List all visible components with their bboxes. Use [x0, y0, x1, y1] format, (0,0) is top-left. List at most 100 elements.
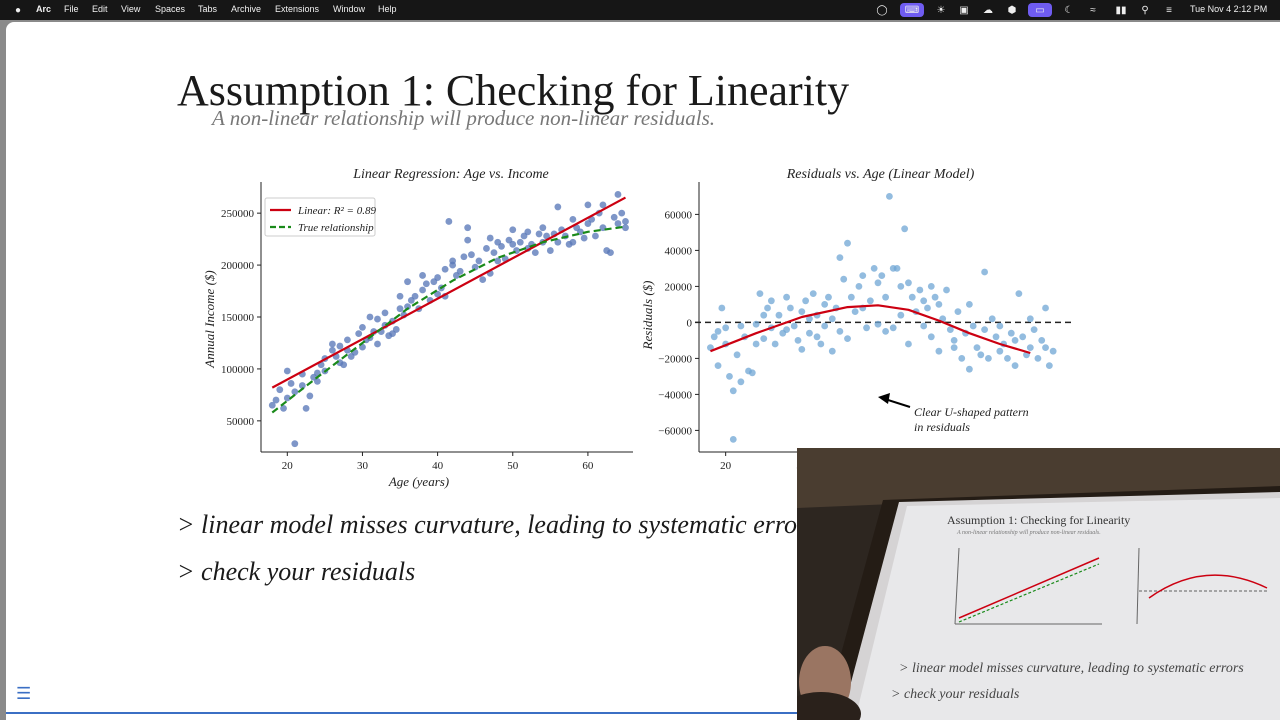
right-scatter-point [950, 344, 958, 351]
right-scatter-point [889, 324, 897, 332]
notes-icon[interactable]: ▣ [959, 4, 969, 16]
menu-window[interactable]: Window [333, 4, 366, 14]
slide-subtitle: A non-linear relationship will produce n… [212, 106, 716, 130]
left-scatter-point [419, 272, 426, 279]
right-scatter-point [821, 322, 829, 330]
right-scatter-point [806, 329, 813, 337]
right-scatter-point [927, 333, 935, 341]
battery-icon[interactable]: ▮▮ [1115, 4, 1127, 16]
right-scatter-point [1042, 344, 1049, 351]
right-y-axis-label: Residuals ($) [640, 281, 655, 351]
right-y-tick-label: −40000 [658, 389, 692, 401]
right-scatter-point [866, 297, 874, 305]
left-scatter-point [456, 267, 464, 275]
left-scatter-point [569, 238, 577, 246]
left-scatter-point [475, 257, 483, 265]
projected-bullet-1: > linear model misses curvature, leading… [899, 661, 1244, 676]
screen-share-icon[interactable]: ◯ [876, 4, 888, 16]
left-scatter-point [434, 274, 442, 281]
right-scatter-point [905, 340, 912, 348]
right-scatter-point [924, 304, 931, 312]
menu-help[interactable]: Help [378, 4, 397, 14]
left-scatter-point [313, 377, 321, 385]
slide: Assumption 1: Checking for Linearity A n… [6, 22, 1280, 720]
right-scatter-point [760, 335, 768, 342]
right-scatter-point [882, 293, 889, 301]
right-scatter-point [714, 328, 722, 335]
left-x-tick-label: 60 [582, 460, 594, 472]
left-scatter-point [479, 276, 487, 284]
left-chart-title: Linear Regression: Age vs. Income [352, 167, 549, 182]
brightness-icon[interactable]: ☀ [936, 4, 946, 16]
annotation-arrow-head [878, 393, 890, 404]
left-scatter-point [283, 367, 291, 375]
left-scatter-point [272, 396, 280, 404]
right-scatter-point [813, 333, 821, 341]
annotation-line-2: in residuals [914, 420, 970, 434]
menu-spaces[interactable]: Spaces [155, 4, 186, 14]
left-scatter-point [291, 440, 299, 448]
left-scatter-point [580, 234, 588, 242]
bullet-curvature: > linear model misses curvature, leading… [177, 510, 818, 539]
left-y-tick-label: 50000 [227, 416, 255, 428]
left-y-tick-label: 100000 [221, 364, 255, 376]
right-scatter-point [1026, 315, 1034, 323]
right-y-tick-label: 40000 [665, 245, 693, 257]
left-scatter-point [486, 234, 494, 242]
projected-chart-left [954, 547, 1102, 625]
menu-app-name[interactable]: Arc [36, 4, 52, 14]
menu-file[interactable]: File [64, 4, 79, 14]
focus-pill[interactable] [900, 3, 924, 17]
vpn-icon[interactable]: ⬢ [1007, 4, 1017, 16]
left-x-tick-label: 50 [507, 460, 519, 472]
right-scatter-point [844, 335, 851, 342]
left-x-tick-label: 20 [282, 460, 294, 472]
cloud-icon[interactable]: ☁ [983, 4, 993, 16]
left-scatter-point [298, 382, 306, 389]
right-x-tick-label: 20 [720, 460, 732, 472]
moon-icon[interactable]: ☾ [1064, 4, 1074, 16]
left-scatter-point [592, 232, 599, 240]
left-x-tick-label: 30 [357, 460, 369, 472]
right-scatter-point [981, 326, 989, 333]
right-scatter-point [1030, 326, 1038, 333]
right-scatter-point [878, 272, 886, 279]
left-scatter-point [396, 305, 404, 313]
menu-edit[interactable]: Edit [92, 4, 108, 14]
left-scatter-point [449, 261, 457, 269]
right-scatter-point [931, 293, 939, 301]
right-scatter-point [775, 311, 783, 319]
right-scatter-point [752, 320, 760, 328]
clock[interactable]: Tue Nov 4 2:12 PM [1190, 4, 1268, 14]
left-scatter-point [535, 230, 543, 238]
apple-icon[interactable]: ● [14, 4, 22, 16]
window-pill[interactable] [1028, 3, 1052, 17]
menu-archive[interactable]: Archive [231, 4, 262, 14]
right-scatter-point [748, 369, 756, 377]
right-scatter-point [893, 265, 901, 272]
search-icon[interactable]: ⚲ [1141, 4, 1149, 16]
left-scatter-point [404, 278, 411, 286]
right-scatter-point [726, 373, 733, 380]
right-scatter-point [1034, 355, 1042, 362]
menu-extensions[interactable]: Extensions [275, 4, 320, 14]
right-scatter-point [988, 315, 996, 323]
left-scatter-point [306, 392, 314, 400]
right-scatter-point [870, 265, 878, 272]
right-scatter-point [729, 436, 737, 443]
right-scatter-point [901, 225, 909, 233]
left-scatter-point [302, 404, 310, 412]
menu-view[interactable]: View [121, 4, 141, 14]
left-scatter-point [494, 257, 502, 265]
left-scatter-point [268, 401, 276, 409]
hamburger-icon[interactable]: ☰ [16, 684, 32, 703]
menu-tabs[interactable]: Tabs [198, 4, 218, 14]
right-scatter-point [973, 344, 981, 351]
control-center-icon[interactable]: ≡ [1166, 4, 1172, 16]
right-scatter-point [943, 286, 950, 294]
right-scatter-point [920, 297, 928, 305]
right-scatter-point [707, 344, 714, 351]
residual-trend-curve [710, 304, 1031, 355]
right-scatter-point [897, 283, 905, 290]
wifi-icon[interactable]: ≈ [1090, 4, 1096, 16]
